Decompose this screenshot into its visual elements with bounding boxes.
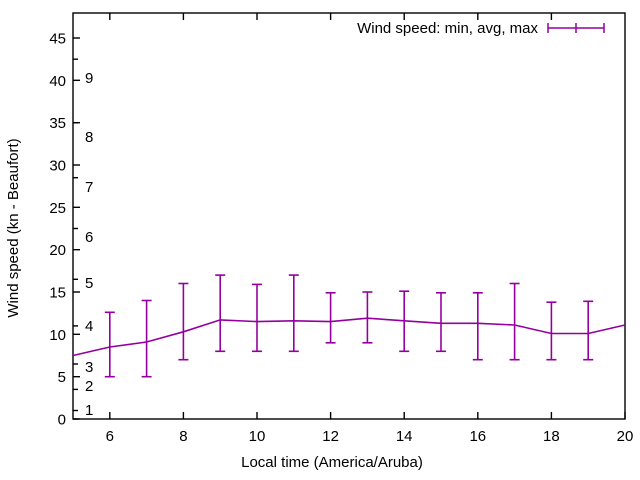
x-tick-label: 14 <box>396 428 413 445</box>
legend-sample-errorbar <box>547 23 605 33</box>
beaufort-label: 4 <box>85 318 93 335</box>
error-bar <box>215 274 226 353</box>
beaufort-label: 8 <box>85 129 93 146</box>
y-axis-tick-labels: 45 40 35 30 25 20 15 10 5 0 <box>49 31 66 429</box>
error-bar <box>288 274 299 353</box>
beaufort-label: 9 <box>85 70 93 87</box>
x-tick-label: 16 <box>469 428 486 445</box>
y-tick-label: 5 <box>58 369 66 386</box>
y-tick-label: 20 <box>49 242 66 259</box>
error-bar <box>583 300 594 361</box>
y-tick-label: 25 <box>49 200 66 217</box>
x-tick-label: 10 <box>249 428 266 445</box>
y-tick-label: 40 <box>49 73 66 90</box>
error-bar <box>399 290 410 353</box>
y-tick-label: 15 <box>49 285 66 302</box>
x-axis-ticks <box>109 13 626 419</box>
x-tick-label: 18 <box>543 428 560 445</box>
error-bar <box>472 291 483 361</box>
error-bar <box>362 291 373 344</box>
data-series-layer <box>72 274 626 378</box>
x-axis-tick-labels: 6 8 10 12 14 16 18 20 <box>106 428 634 445</box>
beaufort-label: 1 <box>85 402 93 419</box>
x-tick-label: 20 <box>617 428 634 445</box>
plot-frame <box>72 12 626 420</box>
beaufort-label: 2 <box>85 378 93 395</box>
error-bar <box>509 282 520 361</box>
error-bar <box>178 282 189 361</box>
beaufort-label: 5 <box>85 275 93 292</box>
beaufort-label: 6 <box>85 229 93 246</box>
legend-label: Wind speed: min, avg, max <box>357 20 538 37</box>
error-bar <box>104 311 115 378</box>
y-tick-label: 0 <box>58 412 66 429</box>
y-tick-label: 45 <box>49 31 66 48</box>
beaufort-axis-labels: 9 8 7 6 5 4 3 2 1 <box>85 70 93 419</box>
avg-line <box>72 317 626 357</box>
x-tick-label: 12 <box>322 428 339 445</box>
beaufort-label: 3 <box>85 359 93 376</box>
y-axis-ticks <box>73 37 80 420</box>
error-bar <box>252 283 262 353</box>
error-bar <box>325 291 336 344</box>
x-axis-title: Local time (America/Aruba) <box>241 454 423 471</box>
error-bar <box>436 291 446 353</box>
y-tick-label: 30 <box>49 158 66 175</box>
y-tick-label: 10 <box>49 327 66 344</box>
chart-legend: Wind speed: min, avg, max <box>357 20 605 37</box>
error-bar <box>141 299 152 378</box>
error-bar <box>546 301 557 361</box>
beaufort-label: 7 <box>85 179 93 196</box>
y-tick-label: 35 <box>49 115 66 132</box>
beaufort-axis-ticks <box>73 58 78 412</box>
y-axis-title: Wind speed (kn - Beaufort) <box>5 138 22 317</box>
x-tick-label: 8 <box>179 428 187 445</box>
x-tick-label: 6 <box>106 428 114 445</box>
